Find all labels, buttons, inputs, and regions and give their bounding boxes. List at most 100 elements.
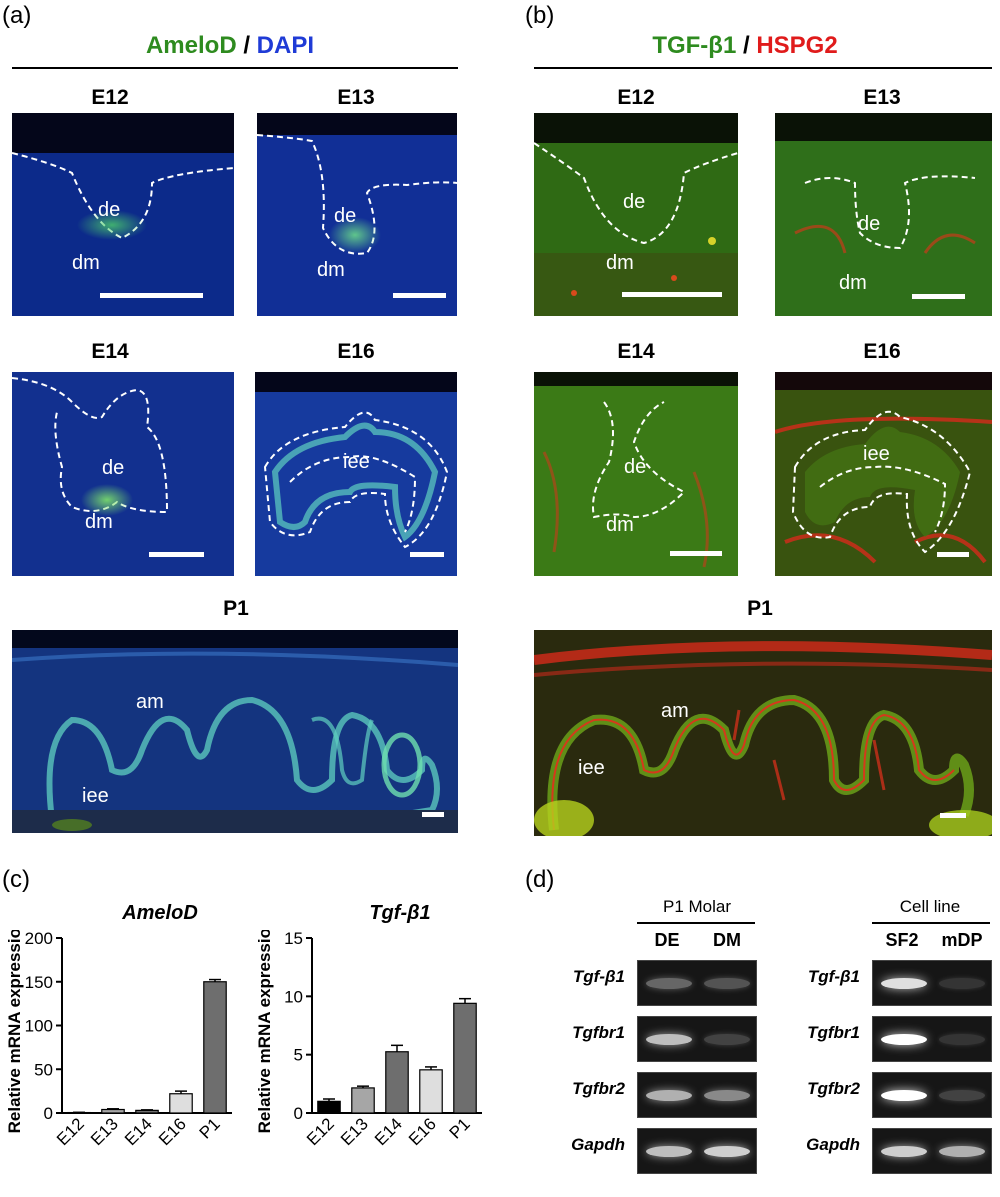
panel-b-title-2: / bbox=[736, 32, 757, 59]
panel-a-title-2: / bbox=[236, 32, 257, 59]
x-tick-label: P1 bbox=[446, 1114, 474, 1142]
micrograph-a-e12: de dm bbox=[12, 113, 234, 316]
scale-bar bbox=[149, 552, 204, 557]
a-e13-dm: dm bbox=[317, 259, 345, 281]
gel-col-de: DE bbox=[654, 930, 680, 950]
gel-group-1-rule bbox=[637, 922, 755, 924]
panel-d-label: (d) bbox=[525, 866, 555, 893]
a-e12-de: de bbox=[98, 199, 120, 221]
gel-band bbox=[939, 1090, 985, 1101]
scale-bar bbox=[912, 294, 965, 299]
x-tick-label: E12 bbox=[303, 1114, 338, 1149]
gel-strip bbox=[872, 1016, 992, 1062]
y-tick-label: 150 bbox=[25, 973, 53, 992]
gene-label: Gapdh bbox=[571, 1135, 625, 1154]
b-p1-am: am bbox=[661, 700, 689, 722]
gel-band bbox=[881, 1146, 927, 1157]
b-stage-e13: E13 bbox=[863, 86, 901, 109]
gel-group-1-header: P1 Molar bbox=[662, 897, 732, 916]
gel-band bbox=[704, 1034, 750, 1045]
panel-b-title-1: TGF-β1 bbox=[652, 32, 737, 59]
micrograph-b-e14: de dm bbox=[534, 372, 738, 576]
panel-a-title: AmeloD / DAPI bbox=[90, 32, 370, 60]
panel-b-title: TGF-β1 / HSPG2 bbox=[600, 32, 890, 60]
y-tick-label: 10 bbox=[284, 987, 303, 1006]
gel-band bbox=[939, 1146, 985, 1157]
micrograph-b-p1: am iee bbox=[534, 630, 992, 836]
gel-band bbox=[704, 1090, 750, 1101]
gel-strip bbox=[872, 1072, 992, 1118]
x-tick-label: E14 bbox=[121, 1114, 156, 1149]
b-e16-iee: iee bbox=[863, 443, 890, 465]
b-stage-e16: E16 bbox=[863, 340, 901, 363]
a-e16-iee: iee bbox=[343, 451, 370, 473]
panel-c-label: (c) bbox=[2, 866, 30, 893]
bar-e14 bbox=[385, 1051, 409, 1114]
x-tick-label: E13 bbox=[87, 1114, 122, 1149]
gel-band bbox=[881, 1090, 927, 1101]
micrograph-a-e14: de dm bbox=[12, 372, 234, 576]
y-axis-label: Relative mRNA expression bbox=[255, 930, 274, 1133]
b-p1-iee: iee bbox=[578, 757, 605, 779]
gel-strip bbox=[872, 1128, 992, 1174]
bar-e13 bbox=[101, 1108, 125, 1114]
chart-2-title: Tgf-β1 bbox=[369, 902, 431, 924]
gel-group-2-rule bbox=[872, 922, 990, 924]
y-tick-label: 15 bbox=[284, 930, 303, 948]
gel-band bbox=[646, 978, 692, 989]
gel-col-dm: DM bbox=[713, 930, 741, 950]
bar-chart-tgfb1: Relative mRNA expression 0 5 10 15 E12 E13 E14 E… bbox=[255, 930, 482, 1149]
gel-strip bbox=[637, 1016, 757, 1062]
gene-label: Gapdh bbox=[806, 1135, 860, 1154]
y-tick-label: 100 bbox=[25, 1017, 53, 1036]
panel-a-label: (a) bbox=[2, 2, 32, 29]
b-stage-p1: P1 bbox=[747, 597, 773, 620]
gene-label: Tgfbr2 bbox=[572, 1079, 625, 1098]
b-stage-e12: E12 bbox=[617, 86, 655, 109]
chart-1-title: AmeloD bbox=[122, 902, 198, 924]
scale-bar bbox=[100, 293, 203, 298]
y-tick-label: 50 bbox=[34, 1060, 53, 1079]
gel-band bbox=[704, 978, 750, 989]
a-e12-dm: dm bbox=[72, 252, 100, 274]
a-p1-iee: iee bbox=[82, 785, 109, 807]
micrograph-a-e13: de dm bbox=[257, 113, 457, 316]
gel-band bbox=[646, 1034, 692, 1045]
micrograph-b-e12: de dm bbox=[534, 113, 738, 316]
gel-strip bbox=[637, 1128, 757, 1174]
b-e14-de: de bbox=[624, 456, 646, 478]
gel-group-2-header: Cell line bbox=[899, 897, 961, 916]
scale-bar bbox=[937, 552, 969, 557]
gel-band bbox=[704, 1146, 750, 1157]
scale-bar bbox=[940, 813, 966, 818]
scale-bar bbox=[410, 552, 444, 557]
y-tick-label: 0 bbox=[44, 1104, 53, 1123]
gel-col-mdp: mDP bbox=[941, 930, 983, 950]
a-stage-p1: P1 bbox=[223, 597, 249, 620]
scale-bar bbox=[670, 551, 722, 556]
micrograph-b-e16: iee bbox=[775, 372, 992, 576]
bar-e13 bbox=[351, 1087, 375, 1114]
a-e13-de: de bbox=[334, 205, 356, 227]
bar-e16 bbox=[169, 1093, 193, 1114]
x-tick-label: E13 bbox=[337, 1114, 372, 1149]
gel-strip bbox=[637, 960, 757, 1006]
gene-label: Tgfbr2 bbox=[807, 1079, 860, 1098]
b-e12-dm: dm bbox=[606, 252, 634, 274]
gel-band bbox=[881, 1034, 927, 1045]
x-tick-label: E16 bbox=[155, 1114, 190, 1149]
gel-col-sf2: SF2 bbox=[885, 930, 919, 950]
bar-e12 bbox=[317, 1100, 341, 1114]
b-e12-de: de bbox=[623, 191, 645, 213]
gel-band bbox=[646, 1146, 692, 1157]
bar-e16 bbox=[419, 1069, 443, 1114]
panel-a-title-3: DAPI bbox=[256, 32, 315, 59]
x-tick-label: E12 bbox=[53, 1114, 88, 1149]
y-tick-label: 0 bbox=[294, 1104, 303, 1123]
bar-p1 bbox=[203, 981, 227, 1114]
a-p1-am: am bbox=[136, 691, 164, 713]
scale-bar bbox=[622, 292, 722, 297]
a-stage-e14: E14 bbox=[91, 340, 129, 363]
b-e13-de: de bbox=[858, 213, 880, 235]
